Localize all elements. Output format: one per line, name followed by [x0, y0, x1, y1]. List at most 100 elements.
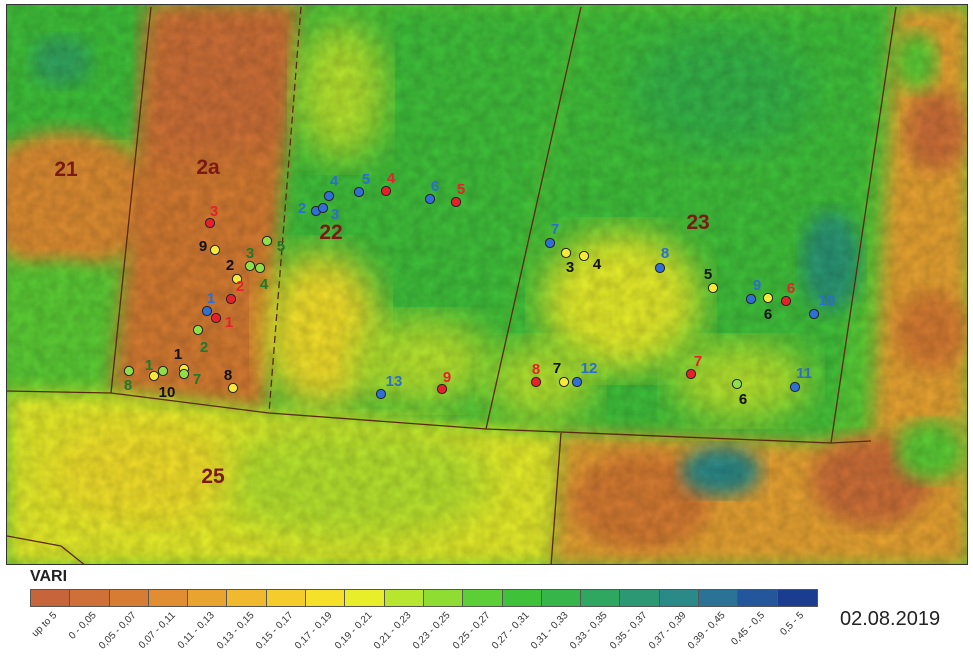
legend-swatch	[384, 590, 424, 606]
sample-point-blue-4[interactable]	[323, 190, 335, 202]
sample-point-label: 3	[566, 259, 574, 276]
field-label-22: 22	[319, 221, 342, 244]
sample-point-yellow-6[interactable]	[762, 292, 774, 304]
sample-point-label: 8	[224, 367, 232, 384]
sample-point-yellow-7[interactable]	[558, 376, 570, 388]
sample-point-red-6[interactable]	[780, 295, 792, 307]
legend-class-label: 0,05 - 0,07	[96, 610, 139, 652]
sample-point-label: 8	[661, 245, 669, 262]
legend-swatch	[699, 590, 739, 606]
legend-swatch	[463, 590, 503, 606]
sample-point-yellow-2[interactable]	[231, 273, 243, 285]
sample-point-blue-5[interactable]	[353, 186, 365, 198]
sample-point-label: 7	[193, 371, 201, 388]
sample-point-blue-11[interactable]	[789, 381, 801, 393]
sample-point-label: 8	[124, 377, 132, 394]
sample-point-yellow-9[interactable]	[209, 244, 221, 256]
sample-point-label: 9	[199, 238, 207, 255]
legend-title: VARI	[30, 568, 68, 585]
sample-point-green-3[interactable]	[244, 260, 256, 272]
sample-point-blue-13[interactable]	[375, 388, 387, 400]
sample-point-label: 3	[210, 203, 218, 220]
sample-point-label: 9	[753, 277, 761, 294]
legend-swatch	[70, 590, 110, 606]
sample-point-label: 3	[246, 245, 254, 262]
sample-point-label: 1	[207, 290, 215, 307]
sample-point-blue-6[interactable]	[424, 193, 436, 205]
sample-point-label: 10	[819, 292, 836, 309]
legend-class-label: 0 - 0,05	[67, 610, 100, 642]
legend-swatch	[266, 590, 307, 606]
legend-swatch	[777, 590, 817, 606]
sample-point-label: 9	[443, 369, 451, 386]
field-labels: 21 2a 22 23 2 5	[54, 156, 709, 488]
sample-point-label: 1	[225, 314, 233, 331]
sample-point-label: 12	[581, 360, 598, 377]
sample-point-label: 5	[704, 266, 712, 283]
legend-class-label: 0,39 - 0,45	[686, 610, 728, 652]
legend-swatch	[581, 590, 621, 606]
legend-swatch	[31, 590, 71, 606]
sample-point-green-6[interactable]	[731, 378, 743, 390]
sample-point-label: 1	[145, 357, 153, 374]
sample-point-green-4[interactable]	[254, 262, 266, 274]
sample-point-red-1[interactable]	[210, 312, 222, 324]
field-label-21: 21	[54, 158, 78, 181]
legend-swatch	[109, 590, 149, 606]
sample-point-blue-3[interactable]	[317, 202, 329, 214]
date-label: 02.08.2019	[840, 608, 941, 630]
sample-point-label: 6	[431, 178, 439, 195]
field-label-23: 23	[686, 211, 709, 234]
sample-point-label: 5	[362, 171, 370, 188]
sample-point-green-5[interactable]	[261, 235, 273, 247]
sample-point-label: 2	[226, 257, 234, 274]
sample-point-red-8[interactable]	[530, 376, 542, 388]
sample-point-blue-10[interactable]	[808, 308, 820, 320]
legend-class-label: 0,31 - 0,33	[529, 610, 571, 652]
sample-point-yellow-5[interactable]	[707, 282, 719, 294]
sample-point-label: 7	[694, 353, 702, 370]
sample-point-label: 4	[330, 173, 339, 190]
sample-point-blue-9[interactable]	[745, 293, 757, 305]
legend-color-bar	[30, 589, 818, 607]
sample-point-green-8[interactable]	[123, 365, 135, 377]
field-label-2a: 2a	[196, 156, 220, 179]
sample-point-blue-1[interactable]	[201, 305, 213, 317]
sample-point-red-2[interactable]	[225, 293, 237, 305]
legend-class-label: 0,15 - 0,17	[254, 610, 296, 652]
sample-point-blue-8[interactable]	[654, 262, 666, 274]
legend-swatch	[659, 590, 700, 606]
legend-swatch	[541, 590, 582, 606]
sample-point-label: 1	[174, 346, 182, 363]
legend-swatch	[345, 590, 385, 606]
sample-point-label: 5	[457, 181, 465, 198]
sample-point-label: 7	[551, 221, 559, 238]
legend-swatch	[227, 590, 267, 606]
sample-point-red-3[interactable]	[204, 217, 216, 229]
sample-point-green-7[interactable]	[178, 368, 190, 380]
sample-point-blue-7[interactable]	[544, 237, 556, 249]
legend-swatch	[148, 590, 189, 606]
sample-point-red-4[interactable]	[380, 185, 392, 197]
sample-point-label: 10	[159, 384, 176, 401]
sample-point-blue-12[interactable]	[571, 376, 583, 388]
sample-point-green-2[interactable]	[192, 324, 204, 336]
sample-point-red-9[interactable]	[436, 383, 448, 395]
sample-point-label: 6	[787, 280, 795, 297]
sample-point-yellow-3[interactable]	[560, 247, 572, 259]
legend-class-label: 0,21 - 0,23	[371, 610, 414, 652]
sample-point-yellow-4[interactable]	[578, 250, 590, 262]
legend-class-label: 0,13 - 0,15	[214, 610, 257, 652]
sample-point-yellow-8[interactable]	[227, 382, 239, 394]
sample-point-label: 4	[387, 170, 396, 187]
sample-point-label: 7	[553, 360, 561, 377]
legend-class-label: 0,35 - 0,37	[607, 610, 650, 652]
legend-swatch	[502, 590, 542, 606]
legend-class-label: 0,25 - 0,27	[450, 610, 493, 652]
sample-point-green-1[interactable]	[157, 365, 169, 377]
sample-point-red-7[interactable]	[685, 368, 697, 380]
sample-point-label: 13	[386, 373, 403, 390]
sample-point-red-5[interactable]	[450, 196, 462, 208]
sample-point-yellow-10[interactable]	[148, 370, 160, 382]
